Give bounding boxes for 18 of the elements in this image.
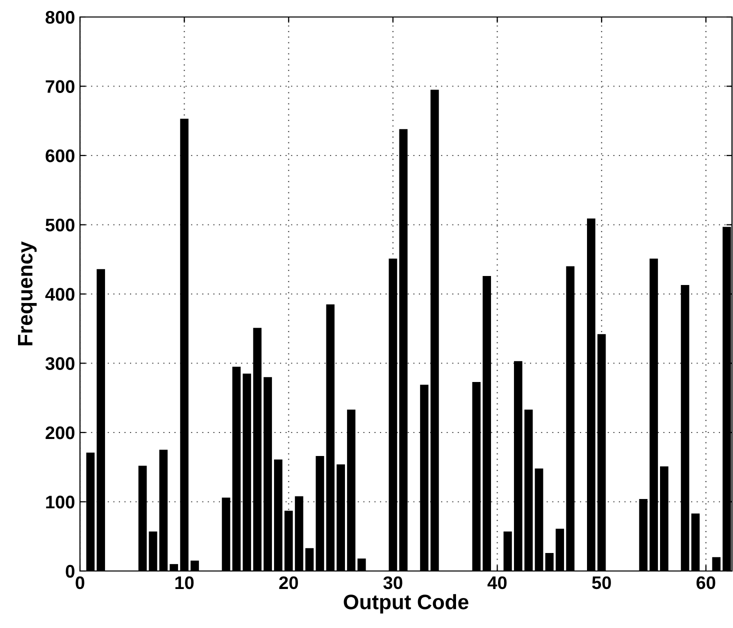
x-tick-label: 0	[76, 576, 84, 590]
y-tick-label: 400	[45, 288, 74, 301]
x-tick-label: 50	[592, 576, 611, 590]
y-tick-label: 100	[46, 496, 74, 508]
x-tick-label: 60	[696, 576, 716, 590]
x-tick-label: 20	[279, 576, 298, 590]
y-tick-label: 300	[45, 357, 74, 370]
y-tick-label: 600	[46, 149, 74, 162]
y-axis-title: Frequency	[18, 241, 37, 346]
x-tick-label: 40	[488, 576, 507, 590]
y-tick-label: 800	[46, 10, 74, 24]
y-tick-label: 0	[66, 564, 74, 578]
x-tick-label: 10	[175, 576, 194, 590]
y-tick-label: 700	[46, 80, 74, 93]
y-tick-label: 200	[46, 426, 74, 440]
x-tick-label: 30	[383, 576, 402, 590]
x-axis-title: Output Code	[344, 594, 468, 614]
y-tick-label: 500	[46, 218, 74, 232]
